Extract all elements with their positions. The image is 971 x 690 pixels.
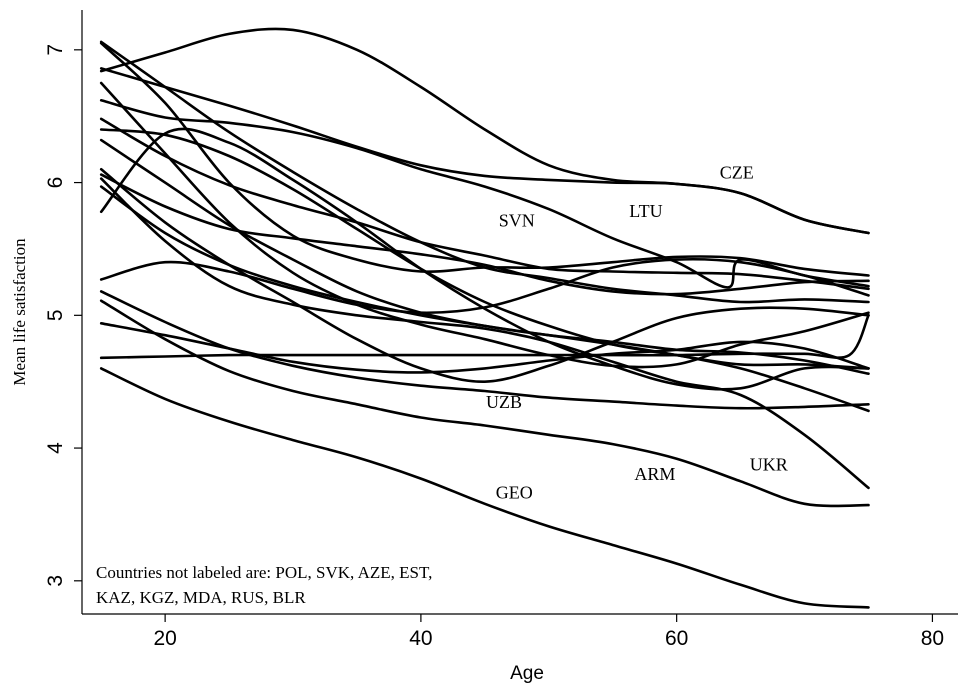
series-line-svn: [99, 27, 870, 235]
note-line-1: Countries not labeled are: POL, SVK, AZE…: [96, 563, 432, 582]
series-line-unlabeled-17: [99, 322, 870, 374]
series-line-unlabeled-15: [99, 185, 870, 413]
series-line-unlabeled-8: [99, 41, 870, 277]
series-line-unlabeled-14: [99, 173, 870, 296]
series-line-ukr: [99, 177, 870, 490]
series-line-unlabeled-19: [99, 168, 870, 384]
y-tick-label: 4: [44, 442, 67, 454]
series-label-arm: ARM: [634, 464, 675, 484]
x-tick-label: 60: [665, 627, 688, 650]
series-line-unlabeled-10: [99, 128, 870, 370]
series-label-cze: CZE: [720, 163, 754, 183]
y-tick-label: 3: [44, 575, 67, 587]
y-tick-label: 7: [44, 44, 67, 56]
series-line-unlabeled-9: [99, 81, 870, 369]
series-line-unlabeled-16: [99, 257, 870, 315]
series-label-geo: GEO: [496, 483, 533, 503]
series-line-unlabeled-11: [99, 117, 870, 291]
x-axis-title: Age: [510, 663, 544, 684]
x-tick-label: 80: [921, 627, 944, 650]
series-line-unlabeled-18: [99, 314, 870, 360]
series-label-svn: SVN: [499, 210, 535, 230]
note-line-2: KAZ, KGZ, MDA, RUS, BLR: [96, 588, 306, 607]
series-line-geo: [99, 367, 870, 609]
series-label-ltu: LTU: [629, 201, 662, 221]
y-tick-label: 6: [44, 177, 67, 189]
series-label-layer: CZE LTU SVN UZB ARM UKR GEO: [486, 163, 788, 503]
x-ticks: 20 40 60 80: [153, 614, 944, 650]
series-layer: [99, 27, 870, 609]
x-tick-label: 20: [153, 627, 176, 650]
series-line-ltu: [99, 99, 870, 289]
series-line-arm: [99, 299, 870, 508]
y-ticks: 3 4 5 6 7: [44, 44, 82, 587]
y-tick-label: 5: [44, 309, 67, 321]
y-axis-title: Mean life satisfaction: [10, 238, 29, 386]
series-label-ukr: UKR: [750, 455, 788, 475]
x-tick-label: 40: [409, 627, 432, 650]
series-label-uzb: UZB: [486, 392, 522, 412]
